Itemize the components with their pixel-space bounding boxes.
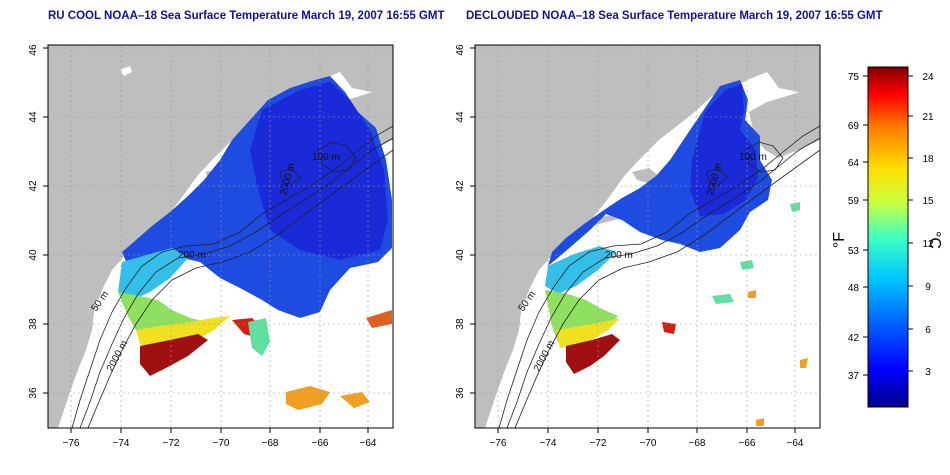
colorbar-c-21: 21 xyxy=(922,112,934,123)
right-y-tick-38: 38 xyxy=(455,318,466,330)
colorbar-c-9: 9 xyxy=(925,282,931,293)
right-sst-cyan xyxy=(545,246,616,294)
right-grid xyxy=(475,45,820,428)
left-grid xyxy=(48,45,393,428)
colorbar-c-24: 24 xyxy=(922,72,934,83)
right-y-tick-labels: 36 38 40 42 44 46 xyxy=(455,44,466,399)
left-sst-green-patch xyxy=(248,318,270,356)
right-x-tick-66: −66 xyxy=(739,438,756,449)
right-panel-title: DECLOUDED NOAA–18 Sea Surface Temperatur… xyxy=(466,10,883,22)
left-sst-red-east xyxy=(366,310,392,328)
left-y-tick-46: 46 xyxy=(28,44,39,56)
right-bathymetry-contours xyxy=(498,125,820,428)
colorbar-c-ticks xyxy=(908,75,913,372)
left-contour-label-200m: 200 m xyxy=(178,250,206,261)
left-contour-label-100m: 100 m xyxy=(312,152,340,163)
left-x-tick-76: −76 xyxy=(63,438,80,449)
colorbar-celsius-label: °C xyxy=(926,231,943,249)
left-axis-ticks xyxy=(43,47,369,433)
right-map: 100 m 200 m 2000 m 50 m 2000 m −76 −74 −… xyxy=(455,44,821,449)
left-y-tick-36: 36 xyxy=(28,387,39,399)
left-y-tick-labels: 36 38 40 42 44 46 xyxy=(28,44,39,399)
left-y-tick-42: 42 xyxy=(28,180,39,192)
right-sst-yellow xyxy=(556,318,620,348)
colorbar-c-18: 18 xyxy=(922,154,934,165)
right-y-tick-42: 42 xyxy=(455,180,466,192)
right-y-tick-36: 36 xyxy=(455,387,466,399)
colorbar-c-6: 6 xyxy=(925,325,931,336)
right-y-tick-40: 40 xyxy=(455,249,466,261)
right-x-tick-76: −76 xyxy=(490,438,507,449)
left-y-tick-40: 40 xyxy=(28,249,39,261)
right-sst-warm xyxy=(566,334,620,374)
colorbar-c-12: 12 xyxy=(922,239,934,250)
right-x-tick-70: −70 xyxy=(640,438,657,449)
left-land xyxy=(48,45,393,428)
left-y-tick-44: 44 xyxy=(28,111,39,123)
colorbar-f-48: 48 xyxy=(848,283,860,294)
left-sst-deep-blue xyxy=(250,82,388,260)
right-land xyxy=(475,45,820,428)
colorbar-fahrenheit-label: °F xyxy=(831,232,848,248)
left-x-tick-74: −74 xyxy=(113,438,130,449)
colorbar-f-75: 75 xyxy=(848,72,860,83)
left-panel-title: RU COOL NOAA–18 Sea Surface Temperature … xyxy=(48,10,445,22)
right-sst-red-strip xyxy=(662,322,676,334)
right-axis-ticks xyxy=(470,47,796,433)
left-map: 100 m 200 m 2000 m 50 m 2000 m −76 −74 −… xyxy=(28,44,394,449)
left-lake xyxy=(120,66,132,76)
left-y-tick-38: 38 xyxy=(28,318,39,330)
colorbar-gradient xyxy=(867,66,909,408)
right-x-tick-labels: −76 −74 −72 −70 −68 −66 −64 xyxy=(490,438,804,449)
right-x-tick-72: −72 xyxy=(590,438,607,449)
left-x-tick-72: −72 xyxy=(163,438,180,449)
colorbar-f-53: 53 xyxy=(848,246,860,257)
left-x-tick-68: −68 xyxy=(262,438,279,449)
right-x-tick-74: −74 xyxy=(540,438,557,449)
right-x-tick-64: −64 xyxy=(787,438,804,449)
colorbar-c-15: 15 xyxy=(922,196,934,207)
colorbar-f-59: 59 xyxy=(848,196,860,207)
right-contour-label-200m: 200 m xyxy=(605,250,633,261)
right-y-tick-46: 46 xyxy=(455,44,466,56)
right-contour-label-100m: 100 m xyxy=(739,152,767,163)
left-sst-orange-patches xyxy=(286,386,370,410)
right-land-nova-scotia xyxy=(749,86,820,158)
colorbar-f-64: 64 xyxy=(848,158,860,169)
left-x-tick-66: −66 xyxy=(312,438,329,449)
colorbar: 75 69 64 59 53 48 42 37 24 21 18 15 12 9… xyxy=(831,66,943,408)
left-x-tick-64: −64 xyxy=(360,438,377,449)
colorbar-f-37: 37 xyxy=(848,371,860,382)
right-y-tick-44: 44 xyxy=(455,111,466,123)
colorbar-f-42: 42 xyxy=(848,333,860,344)
colorbar-c-labels: 24 21 18 15 12 9 6 3 xyxy=(922,72,934,378)
colorbar-f-labels: 75 69 64 59 53 48 42 37 xyxy=(848,72,860,382)
left-bathymetry-contours xyxy=(71,125,393,428)
right-chesapeake xyxy=(520,298,531,340)
left-sst-yellow xyxy=(136,316,230,350)
left-chesapeake xyxy=(93,298,104,340)
right-x-tick-68: −68 xyxy=(689,438,706,449)
left-sst-warm xyxy=(140,334,208,376)
colorbar-c-3: 3 xyxy=(925,367,931,378)
left-x-tick-70: −70 xyxy=(213,438,230,449)
colorbar-f-ticks xyxy=(863,75,868,376)
colorbar-f-69: 69 xyxy=(848,121,860,132)
left-x-tick-labels: −76 −74 −72 −70 −68 −66 −64 xyxy=(63,438,377,449)
left-sst-cyan xyxy=(118,248,188,300)
